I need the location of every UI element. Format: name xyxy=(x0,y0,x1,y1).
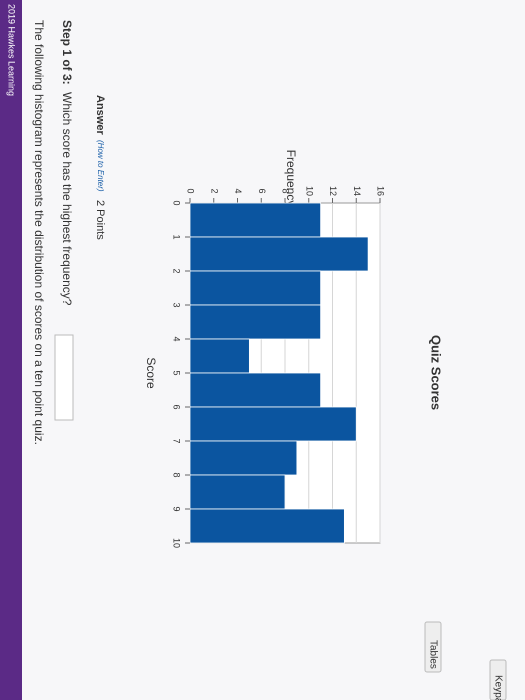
x-tick-label: 3 xyxy=(172,302,182,307)
y-tick-label: 16 xyxy=(376,186,386,196)
y-tick-label: 12 xyxy=(328,186,338,196)
x-tick-label: 0 xyxy=(172,200,182,205)
answer-label: Answer xyxy=(94,95,106,135)
bar xyxy=(189,202,322,238)
tables-button[interactable] xyxy=(424,621,442,673)
x-tick-label: 1 xyxy=(172,234,182,239)
chart-title: Quiz Scores xyxy=(429,335,444,410)
points: 2 Points xyxy=(94,200,106,240)
x-tick-label: 9 xyxy=(172,506,182,511)
y-tick-label: 4 xyxy=(233,188,243,193)
keypad-button[interactable] xyxy=(489,659,507,700)
step-label: Step 1 of 3: xyxy=(60,20,74,85)
answer-input[interactable] xyxy=(54,334,74,421)
y-tick-label: 8 xyxy=(281,188,291,193)
copyright: 2019 Hawkes Learning xyxy=(7,4,17,96)
x-tick-label: 2 xyxy=(172,268,182,273)
tables-label: Tables xyxy=(427,640,438,669)
y-tick-label: 6 xyxy=(257,188,267,193)
y-tick-label: 0 xyxy=(186,188,196,193)
bar xyxy=(189,508,345,544)
x-axis-label: Score xyxy=(144,357,158,389)
bar xyxy=(189,440,298,476)
x-tick-label: 10 xyxy=(172,538,182,548)
step-text: Which score has the highest frequency? xyxy=(60,92,74,306)
x-tick-label: 7 xyxy=(172,438,182,443)
x-tick-label: 5 xyxy=(172,370,182,375)
bar xyxy=(189,304,322,340)
y-tick-label: 2 xyxy=(209,188,219,193)
how-to-enter[interactable]: (How to Enter) xyxy=(96,140,105,192)
x-tick-label: 6 xyxy=(172,404,182,409)
bar xyxy=(189,236,369,272)
x-tick-label: 8 xyxy=(172,472,182,477)
bar xyxy=(189,338,250,374)
x-tick-label: 4 xyxy=(172,336,182,341)
y-axis-label: Frequency xyxy=(284,150,298,207)
bar xyxy=(189,474,286,510)
bar xyxy=(189,270,322,306)
y-tick-label: 10 xyxy=(304,186,314,196)
bar xyxy=(189,372,322,408)
chart: Quiz Scores Score Frequency 0 2 4 6 8 10 12 14 1… xyxy=(144,150,444,548)
bar xyxy=(189,406,357,442)
keypad-label: Keypad xyxy=(492,675,503,700)
y-tick-label: 14 xyxy=(352,186,362,196)
header-bar xyxy=(0,0,22,700)
prompt: The following histogram represents the d… xyxy=(32,20,46,445)
